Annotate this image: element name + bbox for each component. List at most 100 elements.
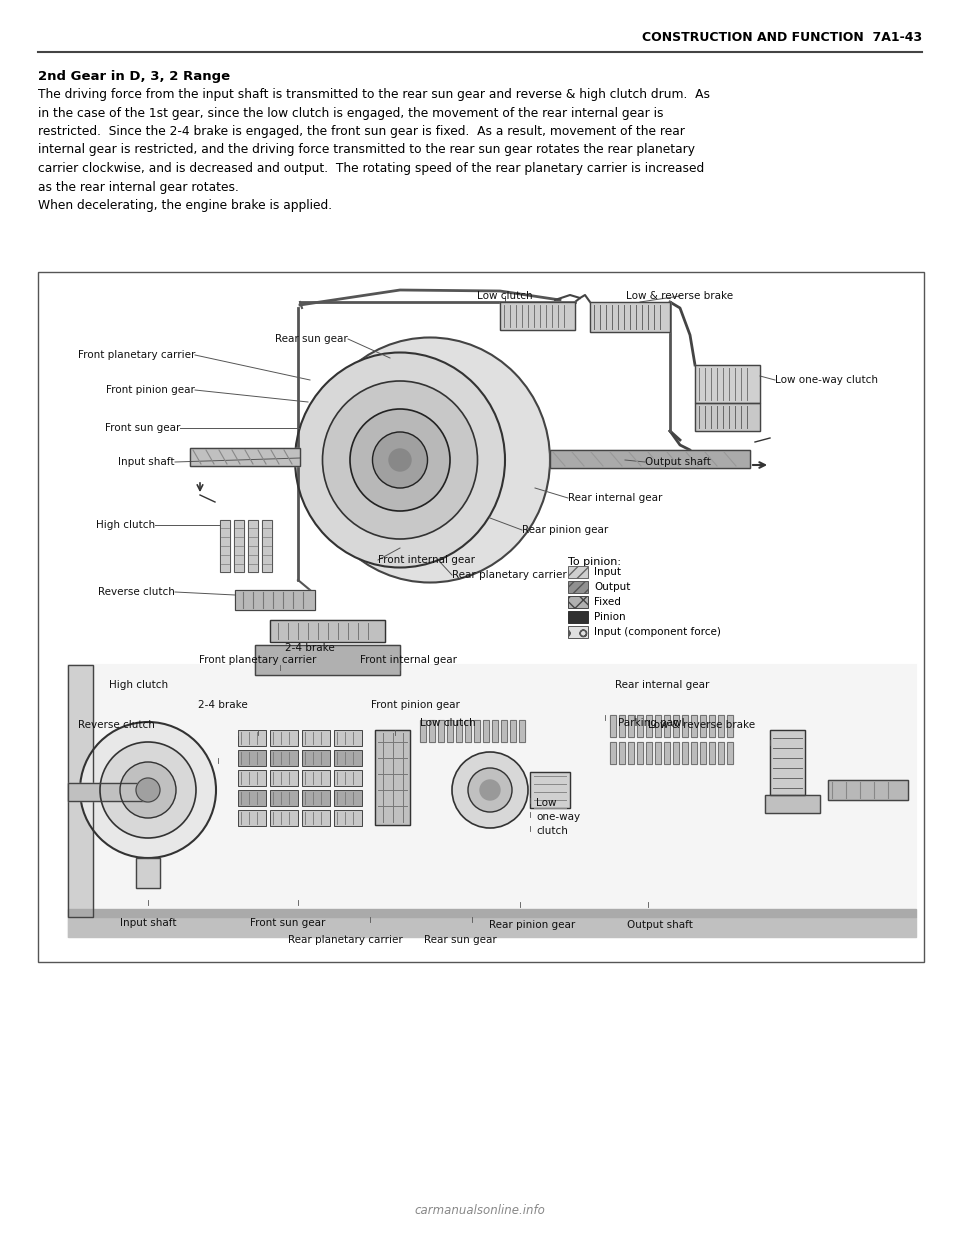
Text: Pinion: Pinion <box>594 612 626 622</box>
Text: Rear internal gear: Rear internal gear <box>568 493 662 503</box>
Bar <box>234 520 244 573</box>
Ellipse shape <box>389 450 411 471</box>
Text: Input shaft: Input shaft <box>120 918 177 928</box>
Bar <box>568 611 588 623</box>
Text: Low one-way clutch: Low one-way clutch <box>775 375 878 385</box>
Bar <box>637 715 643 737</box>
Bar <box>664 741 670 764</box>
Bar <box>628 741 634 764</box>
Bar <box>550 450 750 468</box>
Bar <box>664 741 670 764</box>
Ellipse shape <box>295 353 505 568</box>
Bar <box>673 741 679 764</box>
Text: carrier clockwise, and is decreased and output.  The rotating speed of the rear : carrier clockwise, and is decreased and … <box>38 161 705 175</box>
Bar <box>828 780 908 800</box>
Text: To pinion:: To pinion: <box>568 556 621 568</box>
Text: Input: Input <box>594 568 621 578</box>
Bar <box>568 581 588 592</box>
Bar <box>68 917 916 936</box>
Bar <box>492 720 498 741</box>
Bar <box>619 741 625 764</box>
Bar <box>501 720 507 741</box>
Bar <box>465 720 471 741</box>
Bar <box>709 715 715 737</box>
Bar <box>637 715 643 737</box>
Bar <box>302 790 330 806</box>
Bar <box>610 715 616 737</box>
Bar <box>519 720 525 741</box>
Bar <box>270 730 298 746</box>
Text: Rear pinion gear: Rear pinion gear <box>489 920 575 930</box>
Bar <box>248 520 258 573</box>
Bar <box>238 750 266 766</box>
Bar <box>673 715 679 737</box>
Text: Front pinion gear: Front pinion gear <box>107 385 195 395</box>
Text: one-way: one-way <box>536 812 580 822</box>
Bar <box>270 770 298 786</box>
Bar <box>682 741 688 764</box>
Circle shape <box>480 780 500 800</box>
Text: 2-4 brake: 2-4 brake <box>199 700 248 710</box>
Text: 2nd Gear in D, 3, 2 Range: 2nd Gear in D, 3, 2 Range <box>38 70 230 83</box>
Bar <box>238 810 266 826</box>
Text: Rear sun gear: Rear sun gear <box>423 935 496 945</box>
Bar <box>619 715 625 737</box>
Text: 2-4 brake: 2-4 brake <box>285 643 335 653</box>
Bar <box>691 741 697 764</box>
Ellipse shape <box>372 432 427 488</box>
Bar <box>646 741 652 764</box>
Bar <box>136 858 160 888</box>
Bar <box>550 450 750 468</box>
Bar <box>270 620 385 642</box>
Bar <box>238 790 266 806</box>
Bar <box>474 720 480 741</box>
Text: Low: Low <box>536 799 557 809</box>
Text: Low & reverse brake: Low & reverse brake <box>627 291 733 301</box>
Bar <box>646 715 652 737</box>
Bar <box>718 741 724 764</box>
Text: Rear planetary carrier: Rear planetary carrier <box>288 935 402 945</box>
Bar <box>682 741 688 764</box>
Bar <box>637 741 643 764</box>
Bar <box>255 645 400 674</box>
Text: When decelerating, the engine brake is applied.: When decelerating, the engine brake is a… <box>38 199 332 212</box>
Bar <box>136 858 160 888</box>
Text: Rear pinion gear: Rear pinion gear <box>522 525 609 535</box>
Bar <box>68 664 916 936</box>
Ellipse shape <box>350 409 450 510</box>
Bar <box>765 795 820 814</box>
Bar <box>483 720 489 741</box>
Bar <box>673 741 679 764</box>
Bar <box>610 741 616 764</box>
Bar <box>420 720 426 741</box>
Bar <box>262 520 272 573</box>
Text: Rear internal gear: Rear internal gear <box>615 681 709 691</box>
Text: Low & reverse brake: Low & reverse brake <box>648 720 756 730</box>
Bar <box>770 730 805 795</box>
Bar <box>700 741 706 764</box>
Bar <box>447 720 453 741</box>
Text: Parking pawl: Parking pawl <box>618 718 685 728</box>
Bar <box>235 590 315 610</box>
Bar <box>709 715 715 737</box>
Bar <box>560 545 755 643</box>
Circle shape <box>468 768 512 812</box>
Bar <box>456 720 462 741</box>
Bar <box>682 715 688 737</box>
Text: Output shaft: Output shaft <box>645 457 710 467</box>
Bar <box>456 720 462 741</box>
Text: Front sun gear: Front sun gear <box>251 918 325 928</box>
Bar <box>691 715 697 737</box>
Text: Input (component force): Input (component force) <box>594 627 721 637</box>
Text: Rear sun gear: Rear sun gear <box>276 334 348 344</box>
Bar <box>673 715 679 737</box>
Bar <box>628 715 634 737</box>
Bar <box>568 596 588 609</box>
Circle shape <box>120 763 176 818</box>
Bar <box>727 741 733 764</box>
Text: Input shaft: Input shaft <box>118 457 175 467</box>
Bar <box>828 780 908 800</box>
Ellipse shape <box>310 338 550 582</box>
Text: Reverse clutch: Reverse clutch <box>78 720 155 730</box>
Bar <box>447 720 453 741</box>
